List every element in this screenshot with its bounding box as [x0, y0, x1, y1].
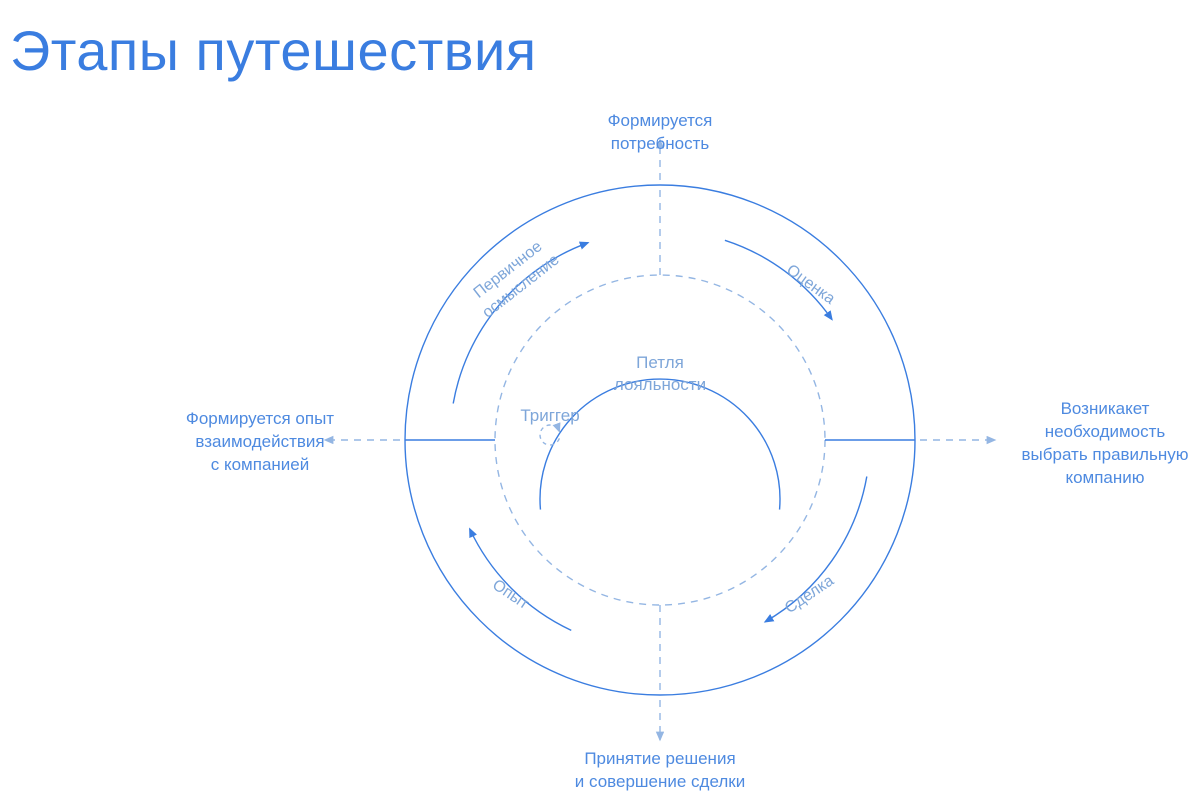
outer-label-left: Формируется опыт взаимодействия с компан…: [170, 408, 350, 477]
trigger-label: Триггер: [500, 405, 600, 427]
outer-label-right: Возникакет необходимость выбрать правиль…: [1010, 398, 1200, 490]
outer-label-top: Формируется потребность: [560, 110, 760, 156]
journey-diagram: Формируется потребность Возникакет необх…: [0, 0, 1200, 799]
outer-label-bottom: Принятие решения и совершение сделки: [540, 748, 780, 794]
center-label: Петля лояльности: [590, 352, 730, 396]
